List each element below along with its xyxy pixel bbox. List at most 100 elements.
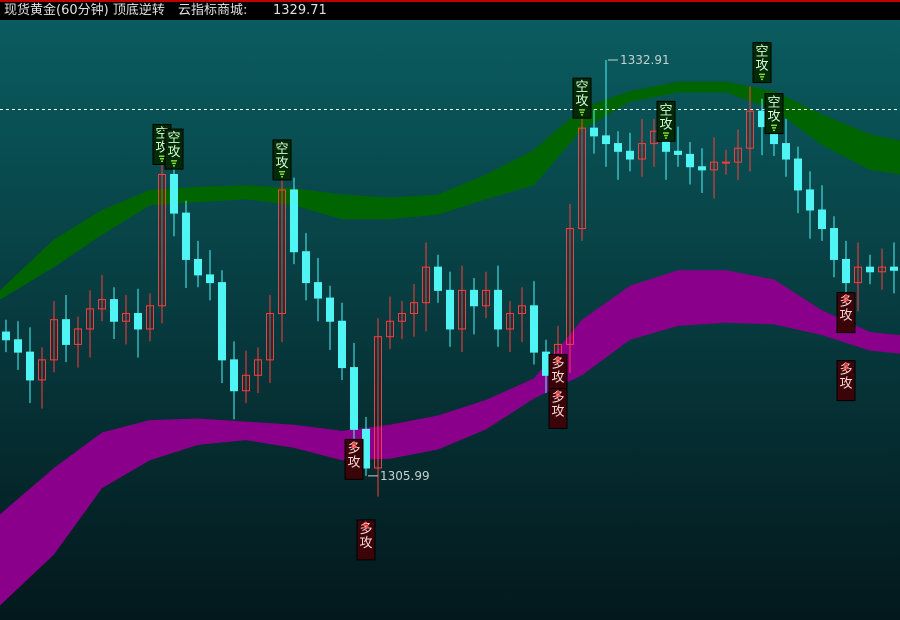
candle-body	[290, 189, 298, 253]
signal-label: 攻	[347, 455, 360, 470]
up-arrow-icon	[364, 524, 368, 526]
candle	[686, 142, 694, 185]
candle-body	[530, 305, 538, 353]
candle-body	[482, 289, 490, 307]
candle-body	[122, 313, 130, 322]
candle-body	[98, 299, 106, 310]
candle-body	[278, 189, 286, 315]
candle-body	[326, 297, 334, 322]
candle	[110, 287, 118, 340]
candle	[626, 132, 634, 172]
candle	[350, 342, 358, 448]
candle	[50, 301, 58, 373]
candle-body	[158, 173, 166, 307]
down-arrow-icon	[581, 114, 583, 116]
candle	[818, 185, 826, 241]
candle	[338, 302, 346, 380]
candle	[602, 60, 610, 167]
candle-body	[494, 289, 502, 330]
candle-body	[338, 320, 346, 369]
candle	[674, 126, 682, 167]
candle-body	[782, 143, 790, 160]
candle-body	[794, 158, 802, 191]
candle	[530, 281, 538, 365]
down-arrow-icon	[773, 129, 775, 132]
down-arrow-icon	[772, 127, 776, 129]
candle-body	[590, 127, 598, 137]
candle	[26, 327, 34, 404]
down-arrow-icon	[160, 157, 164, 160]
candle	[38, 347, 46, 409]
candle-body	[734, 147, 742, 163]
up-arrow-icon	[843, 299, 849, 302]
down-arrow-icon	[279, 170, 285, 173]
up-arrow-icon	[363, 526, 369, 529]
candle	[146, 293, 154, 342]
signal-label: 攻	[839, 377, 852, 392]
candle-body	[506, 313, 514, 330]
candle-body	[758, 110, 766, 128]
candle-body	[110, 299, 118, 322]
candle-body	[818, 209, 826, 230]
signal-box	[272, 139, 292, 181]
candle	[854, 242, 862, 312]
candle	[314, 257, 322, 322]
down-arrow-icon	[771, 124, 777, 127]
signal-label: 空	[755, 45, 768, 60]
short-signal-marker: 空攻	[752, 42, 772, 84]
signal-label: 攻	[839, 309, 852, 324]
price-annotation: 1332.91	[620, 53, 670, 67]
candle-body	[806, 189, 814, 211]
candle	[482, 271, 490, 319]
candle	[2, 319, 10, 353]
candle-body	[386, 320, 394, 338]
candle	[218, 270, 226, 384]
candle	[710, 137, 718, 199]
candle	[866, 254, 874, 285]
up-arrow-icon	[555, 361, 561, 363]
candle-body	[746, 110, 754, 149]
candle	[422, 242, 430, 332]
chart-title: 现货黄金(60分钟) 顶底逆转	[4, 3, 165, 18]
candle-body	[878, 266, 886, 273]
candle-body	[254, 359, 262, 376]
candle-body	[2, 331, 10, 341]
signal-label: 攻	[575, 94, 588, 109]
price-annotation: 1305.99	[380, 469, 430, 483]
candle	[278, 165, 286, 343]
signal-label: 攻	[275, 156, 288, 171]
candle-body	[194, 258, 202, 276]
candle	[434, 254, 442, 303]
candle-body	[830, 228, 838, 260]
down-arrow-icon	[580, 111, 584, 114]
long-signal-marker: 多攻	[836, 360, 856, 402]
candle-body	[266, 313, 274, 361]
candle	[230, 341, 238, 420]
signal-box	[656, 100, 676, 142]
candle-body	[206, 274, 214, 284]
down-arrow-icon	[759, 73, 765, 76]
signal-label: 空	[659, 103, 672, 118]
candle-body	[302, 251, 310, 284]
candle-body	[722, 161, 730, 164]
candle-body	[602, 135, 610, 145]
down-arrow-icon	[171, 160, 177, 162]
up-arrow-icon	[353, 441, 355, 443]
signal-box	[356, 519, 376, 561]
candle	[518, 287, 526, 343]
candle	[158, 155, 166, 324]
up-arrow-icon	[845, 362, 847, 365]
candle-body	[686, 153, 694, 168]
candle	[374, 318, 382, 497]
signal-box	[836, 292, 856, 334]
candle	[458, 265, 466, 353]
signal-box	[548, 387, 568, 429]
candle-body	[26, 351, 34, 381]
candle	[326, 285, 334, 350]
candle-body	[14, 339, 22, 353]
long-signal-marker: 多攻	[836, 292, 856, 334]
candle	[194, 240, 202, 288]
up-arrow-icon	[845, 294, 847, 297]
